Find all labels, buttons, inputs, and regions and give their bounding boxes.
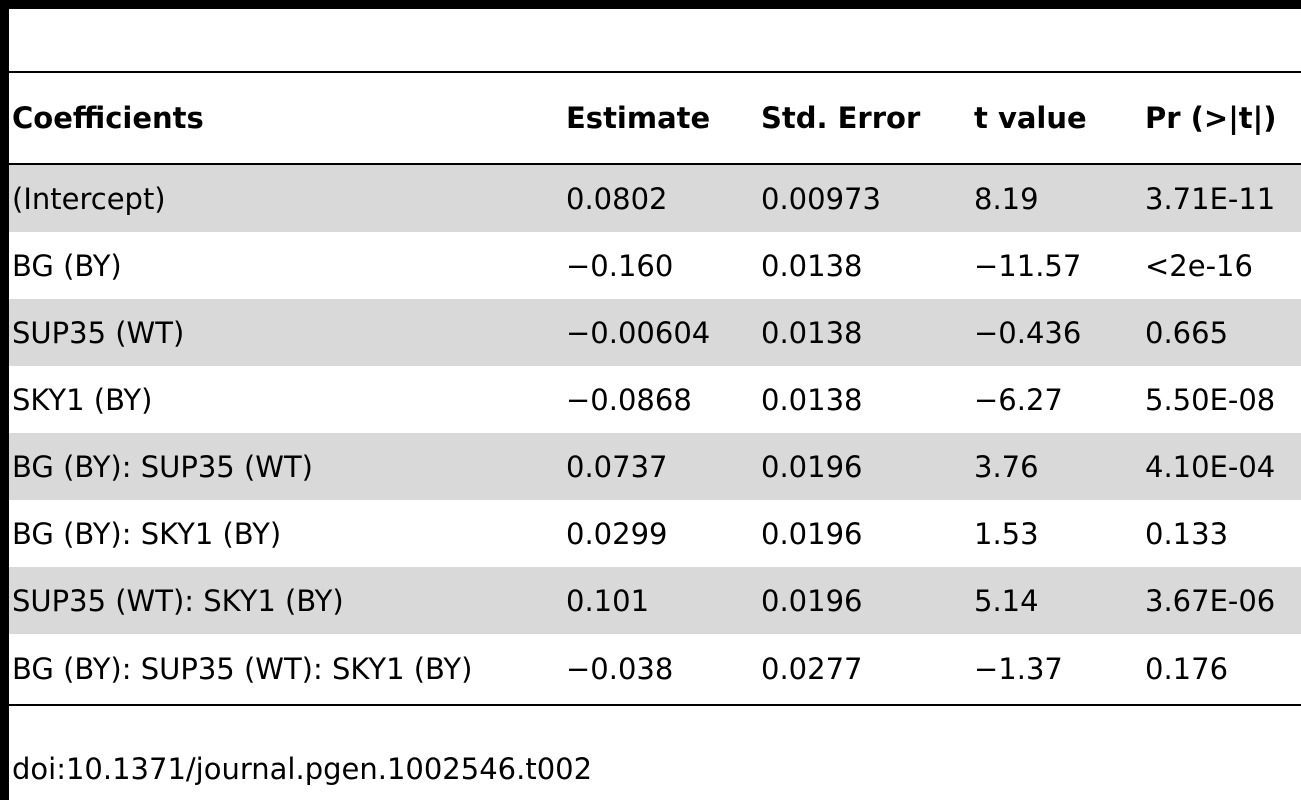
cell-t-value: 1.53 <box>974 516 1039 551</box>
table-row: (Intercept) 0.0802 0.00973 8.19 3.71E-11 <box>9 164 1301 232</box>
cell-t-value: 5.14 <box>974 567 1145 634</box>
cell-coefficient: SUP35 (WT) <box>9 299 566 366</box>
cell-t-value: −6.27 <box>974 382 1063 417</box>
cell-p-value: 3.67E-06 <box>1145 567 1301 634</box>
table-row: BG (BY): SKY1 (BY) 0.0299 0.0196 1.53 0.… <box>9 500 1301 567</box>
cell-estimate: −0.0868 <box>566 382 692 417</box>
table-row: SUP35 (WT) −0.00604 0.0138 −0.436 0.665 <box>9 299 1301 366</box>
cell-p-value: 0.665 <box>1145 299 1301 366</box>
cell-p-value: 0.133 <box>1145 516 1229 551</box>
left-border <box>0 0 9 800</box>
cell-p-value: 0.176 <box>1145 652 1229 686</box>
cell-estimate: 0.0299 <box>566 516 668 551</box>
cell-coefficient: SUP35 (WT): SKY1 (BY) <box>9 567 566 634</box>
doi-footer: doi:10.1371/journal.pgen.1002546.t002 <box>12 752 593 786</box>
cell-t-value: −11.57 <box>974 248 1082 283</box>
cell-estimate: −0.038 <box>566 652 674 686</box>
top-rule <box>0 0 1301 9</box>
cell-estimate: 0.0802 <box>566 164 761 232</box>
header-t-value: t value <box>974 101 1087 135</box>
cell-estimate: −0.160 <box>566 248 674 283</box>
table-row: BG (BY): SUP35 (WT): SKY1 (BY) −0.038 0.… <box>9 634 1301 705</box>
cell-coefficient: BG (BY) <box>12 248 122 283</box>
cell-std-error: 0.0196 <box>761 433 974 500</box>
table-row: BG (BY) −0.160 0.0138 −11.57 <2e-16 <box>9 232 1301 299</box>
cell-estimate: 0.101 <box>566 567 761 634</box>
cell-coefficient: BG (BY): SUP35 (WT) <box>9 433 566 500</box>
cell-t-value: −1.37 <box>974 652 1063 686</box>
cell-std-error: 0.0277 <box>761 652 863 686</box>
cell-t-value: −0.436 <box>974 299 1145 366</box>
table-row: BG (BY): SUP35 (WT) 0.0737 0.0196 3.76 4… <box>9 433 1301 500</box>
cell-std-error: 0.0138 <box>761 248 863 283</box>
cell-coefficient: BG (BY): SUP35 (WT): SKY1 (BY) <box>12 652 473 686</box>
cell-coefficient: (Intercept) <box>9 164 566 232</box>
cell-estimate: 0.0737 <box>566 433 761 500</box>
cell-std-error: 0.0138 <box>761 382 863 417</box>
cell-std-error: 0.0138 <box>761 299 974 366</box>
header-estimate: Estimate <box>566 101 711 135</box>
cell-t-value: 3.76 <box>974 433 1145 500</box>
cell-std-error: 0.00973 <box>761 164 974 232</box>
cell-coefficient: SKY1 (BY) <box>12 382 153 417</box>
cell-std-error: 0.0196 <box>761 516 863 551</box>
cell-p-value: <2e-16 <box>1145 248 1253 283</box>
cell-t-value: 8.19 <box>974 164 1145 232</box>
header-std-error: Std. Error <box>761 101 921 135</box>
table-row: SUP35 (WT): SKY1 (BY) 0.101 0.0196 5.14 … <box>9 567 1301 634</box>
cell-coefficient: BG (BY): SKY1 (BY) <box>12 516 282 551</box>
header-p-value: Pr (>|t|) <box>1145 101 1277 135</box>
cell-estimate: −0.00604 <box>566 299 761 366</box>
header-coefficients: Coefficients <box>12 101 204 135</box>
table-header-row: Coefficients Estimate Std. Error t value… <box>9 72 1301 164</box>
coefficients-table-container: Coefficients Estimate Std. Error t value… <box>9 71 1301 706</box>
cell-p-value: 3.71E-11 <box>1145 164 1301 232</box>
cell-p-value: 4.10E-04 <box>1145 433 1301 500</box>
cell-std-error: 0.0196 <box>761 567 974 634</box>
cell-p-value: 5.50E-08 <box>1145 382 1276 417</box>
table-row: SKY1 (BY) −0.0868 0.0138 −6.27 5.50E-08 <box>9 366 1301 433</box>
coefficients-table: Coefficients Estimate Std. Error t value… <box>9 71 1301 706</box>
